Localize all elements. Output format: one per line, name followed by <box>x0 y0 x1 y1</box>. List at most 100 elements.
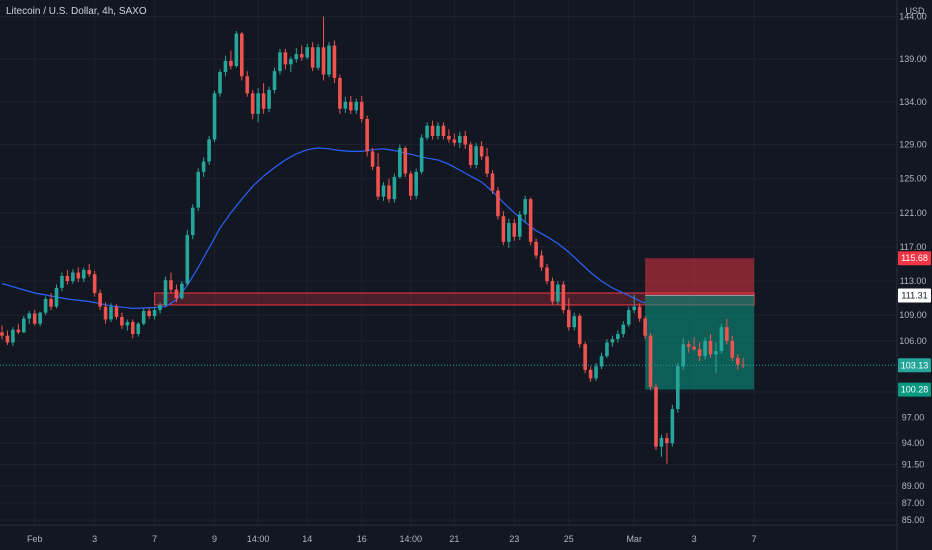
candle[interactable] <box>594 362 598 381</box>
candle[interactable] <box>310 42 315 72</box>
candle[interactable] <box>92 270 97 297</box>
candle[interactable] <box>321 16 326 81</box>
candle[interactable] <box>430 120 435 140</box>
candle[interactable] <box>567 298 571 331</box>
candle[interactable] <box>534 238 538 259</box>
candle[interactable] <box>501 211 506 246</box>
candle[interactable] <box>370 147 375 171</box>
candle[interactable] <box>22 316 26 334</box>
plot-area[interactable] <box>0 0 897 525</box>
candle[interactable] <box>441 122 446 140</box>
candle[interactable] <box>11 327 15 346</box>
candle[interactable] <box>359 95 364 123</box>
candle[interactable] <box>468 141 473 169</box>
candle[interactable] <box>152 306 157 320</box>
candle[interactable] <box>425 122 429 141</box>
candle[interactable] <box>436 122 440 140</box>
candle[interactable] <box>201 157 206 177</box>
candle[interactable] <box>376 153 380 200</box>
candle[interactable] <box>163 276 168 307</box>
candle[interactable] <box>76 267 81 282</box>
candle[interactable] <box>147 307 151 319</box>
candle[interactable] <box>81 267 86 282</box>
candle[interactable] <box>250 89 255 119</box>
candle[interactable] <box>626 306 631 328</box>
candle[interactable] <box>507 218 511 248</box>
candle[interactable] <box>735 354 740 370</box>
candle[interactable] <box>196 168 200 212</box>
candle[interactable] <box>43 296 48 316</box>
candle[interactable] <box>414 168 418 200</box>
candle[interactable] <box>245 71 250 97</box>
candle[interactable] <box>212 90 217 142</box>
candle[interactable] <box>278 48 282 75</box>
candle[interactable] <box>692 337 696 352</box>
candle[interactable] <box>338 74 342 114</box>
candle[interactable] <box>234 31 239 68</box>
candle[interactable] <box>158 302 162 314</box>
candle[interactable] <box>381 182 386 201</box>
candle[interactable] <box>697 342 702 362</box>
candle[interactable] <box>572 312 577 331</box>
candle[interactable] <box>398 144 402 179</box>
candle[interactable] <box>605 339 609 358</box>
candle[interactable] <box>686 340 691 353</box>
candle[interactable] <box>141 308 146 326</box>
candle[interactable] <box>599 352 604 369</box>
candle[interactable] <box>458 131 462 148</box>
candle[interactable] <box>283 48 288 70</box>
candle[interactable] <box>0 325 4 340</box>
candle[interactable] <box>49 293 53 311</box>
candle[interactable] <box>681 338 686 370</box>
candle[interactable] <box>648 333 653 391</box>
candle[interactable] <box>403 146 408 177</box>
candle[interactable] <box>550 277 555 305</box>
candle[interactable] <box>240 31 244 81</box>
candle[interactable] <box>670 404 675 447</box>
candle[interactable] <box>447 129 451 143</box>
candle[interactable] <box>616 330 620 343</box>
time-axis[interactable]: Feb 3 7 9 14:00 14 16 14:00 21 23 25 Mar 3 7 <box>27 534 757 544</box>
candle[interactable] <box>316 43 320 71</box>
candle[interactable] <box>665 432 669 464</box>
candle[interactable] <box>545 264 549 285</box>
candle[interactable] <box>169 272 173 294</box>
candle[interactable] <box>98 289 102 311</box>
candle[interactable] <box>387 178 391 203</box>
candle[interactable] <box>714 342 718 374</box>
candle[interactable] <box>654 383 658 451</box>
candle[interactable] <box>218 69 222 97</box>
candle[interactable] <box>180 281 184 300</box>
candle[interactable] <box>725 318 729 345</box>
candle[interactable] <box>272 67 277 94</box>
candle[interactable] <box>54 284 59 309</box>
candle[interactable] <box>190 204 195 240</box>
candle[interactable] <box>479 141 484 160</box>
candle[interactable] <box>174 284 179 303</box>
candle[interactable] <box>261 83 266 114</box>
candle[interactable] <box>741 357 745 369</box>
candle[interactable] <box>256 88 260 123</box>
candle[interactable] <box>60 272 64 292</box>
candle[interactable] <box>103 302 108 324</box>
candle[interactable] <box>114 304 119 320</box>
candle[interactable] <box>16 323 21 334</box>
candle[interactable] <box>305 43 309 60</box>
candle[interactable] <box>354 98 359 114</box>
candle[interactable] <box>588 366 593 382</box>
candle[interactable] <box>87 264 91 277</box>
candle[interactable] <box>643 316 647 340</box>
candle[interactable] <box>207 136 211 166</box>
candle[interactable] <box>583 341 587 374</box>
candle[interactable] <box>637 303 642 323</box>
candle[interactable] <box>289 56 293 72</box>
candle[interactable] <box>452 133 457 147</box>
candle[interactable] <box>223 55 228 77</box>
candle[interactable] <box>610 335 615 347</box>
stop-loss-zone[interactable] <box>645 258 755 296</box>
candle[interactable] <box>125 319 130 331</box>
candle[interactable] <box>561 281 566 314</box>
candle[interactable] <box>38 311 42 327</box>
candle[interactable] <box>65 269 70 285</box>
candle[interactable] <box>136 322 141 337</box>
